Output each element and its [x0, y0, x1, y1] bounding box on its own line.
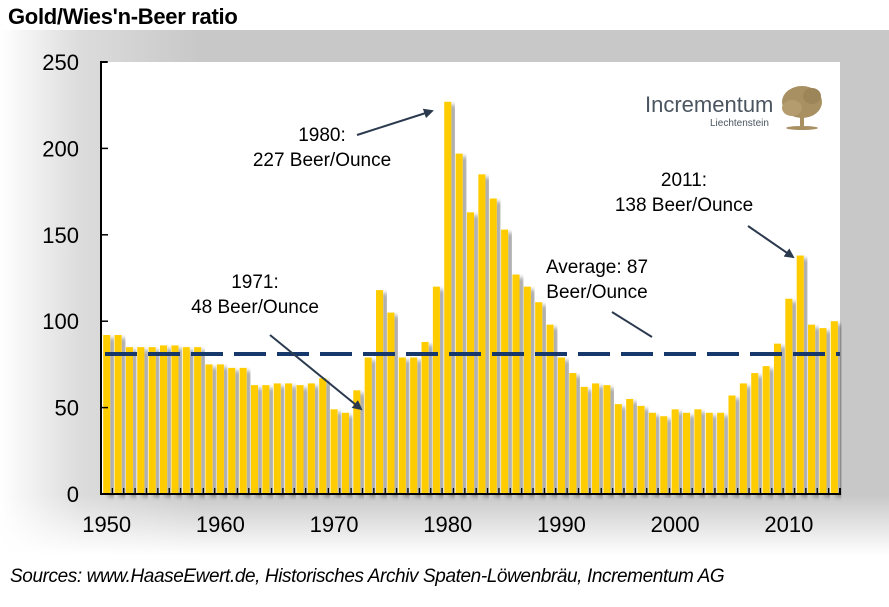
bar-1994: [603, 385, 611, 494]
annotation-arrow-1: [269, 334, 363, 411]
bar-1988: [535, 302, 543, 494]
source-note: Sources: www.HaaseEwert.de, Historisches…: [10, 566, 725, 587]
annotation-3-line-0: Average: 87: [546, 257, 648, 278]
bar-1985: [501, 229, 509, 494]
annotation-2-line-0: 2011:: [661, 170, 707, 191]
bar-2002: [694, 409, 702, 494]
annotation-1-line-1: 48 Beer/Ounce: [191, 297, 319, 318]
bar-1969: [319, 378, 327, 494]
bar-1967: [296, 385, 304, 494]
bar-1955: [160, 345, 168, 494]
bar-1973: [364, 357, 372, 494]
bar-1954: [148, 347, 156, 494]
logo-subtitle: Liechtenstein: [710, 118, 769, 129]
bar-1992: [580, 386, 588, 494]
annotation-arrow-2: [747, 225, 795, 259]
bar-2011: [796, 255, 804, 494]
bar-1980: [444, 101, 452, 495]
bar-1951: [114, 335, 122, 494]
bar-1965: [273, 383, 281, 494]
bar-2012: [808, 324, 816, 494]
bar-1998: [648, 412, 656, 494]
bar-1964: [262, 385, 270, 494]
ytick-label-200: 200: [42, 136, 79, 161]
logo: Incrementum Liechtenstein: [645, 86, 822, 130]
bar-2009: [773, 343, 781, 494]
xtick-label-2010: 2010: [764, 512, 813, 537]
ytick-label-0: 0: [67, 482, 79, 507]
bar-1957: [182, 347, 190, 494]
bar-2001: [682, 412, 691, 494]
annotation-3-line-1: Beer/Ounce: [546, 282, 647, 303]
bar-1987: [523, 286, 531, 494]
annotation-0-line-0: 1980:: [298, 125, 346, 146]
bar-1960: [216, 364, 224, 494]
xtick-label-1980: 1980: [423, 512, 472, 537]
bar-2014: [830, 321, 838, 494]
annotation-arrow-0: [356, 108, 434, 136]
bar-1981: [455, 153, 463, 494]
bar-1978: [421, 341, 429, 494]
bar-1989: [546, 324, 554, 494]
bar-1958: [194, 347, 202, 494]
ytick-label-150: 150: [42, 223, 79, 248]
bar-2010: [785, 298, 793, 494]
xtick-label-1990: 1990: [537, 512, 586, 537]
bar-2007: [751, 373, 759, 494]
chart-title: Gold/Wies'n-Beer ratio: [8, 4, 238, 29]
bar-1991: [569, 373, 577, 494]
bar-1970: [330, 409, 338, 494]
tree-icon: [782, 86, 822, 130]
xtick-label-2000: 2000: [651, 512, 700, 537]
xtick-label-1950: 1950: [82, 512, 131, 537]
bar-2008: [762, 366, 770, 494]
bar-1975: [387, 312, 395, 494]
bar-1999: [660, 416, 668, 494]
bar-1990: [557, 357, 565, 494]
bar-2006: [739, 383, 747, 494]
annotation-2-line-1: 138 Beer/Ounce: [615, 195, 753, 216]
bar-1950: [103, 335, 111, 494]
bar-1983: [478, 174, 486, 494]
bar-1984: [489, 198, 497, 494]
logo-text: Incrementum: [645, 92, 773, 117]
bar-1961: [228, 367, 236, 494]
ytick-label-100: 100: [42, 309, 79, 334]
bar-1972: [353, 390, 361, 494]
bar-2013: [819, 328, 827, 494]
bar-1966: [285, 383, 293, 494]
xtick-label-1970: 1970: [310, 512, 359, 537]
bar-1952: [125, 347, 133, 494]
bar-2004: [717, 412, 725, 494]
xtick-label-1960: 1960: [196, 512, 245, 537]
bar-1986: [512, 274, 520, 494]
bar-1953: [137, 347, 145, 494]
bar-1962: [239, 367, 247, 494]
bar-2005: [728, 395, 736, 494]
bar-1959: [205, 364, 213, 494]
bar-1956: [171, 345, 179, 494]
ytick-label-50: 50: [55, 396, 79, 421]
bar-1979: [432, 286, 440, 494]
bar-2003: [705, 412, 713, 494]
bar-1996: [626, 398, 634, 494]
bar-1963: [250, 385, 259, 494]
annotation-0-line-1: 227 Beer/Ounce: [253, 150, 391, 171]
axes-group: 0 50 100 150 200 250 1950 1960 1970 1980 1990 2000 2…: [42, 50, 841, 537]
bar-1976: [398, 357, 406, 494]
bar-1997: [637, 405, 645, 494]
bar-1993: [592, 383, 600, 494]
bar-1995: [614, 404, 622, 494]
bar-1968: [307, 383, 315, 494]
annotation-arrow-3: [611, 311, 653, 338]
bar-1977: [410, 357, 418, 494]
annotations-group: 1980: 227 Beer/Ounce 1971: 48 Beer/Ounce 201…: [191, 108, 795, 411]
annotation-1-line-0: 1971:: [231, 272, 279, 293]
ytick-label-250: 250: [42, 50, 79, 75]
bar-1971: [341, 412, 349, 494]
bar-1974: [376, 290, 384, 494]
bar-2000: [671, 409, 679, 494]
